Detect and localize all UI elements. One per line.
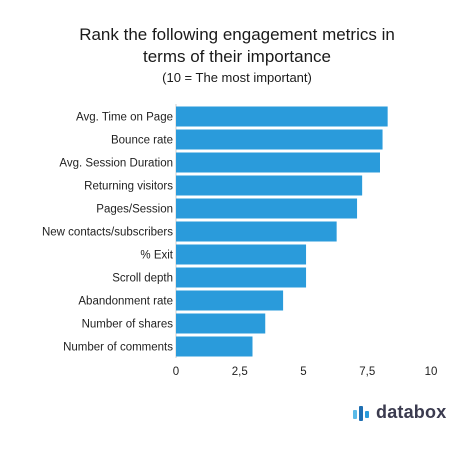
category-label: Avg. Time on Page	[76, 112, 173, 124]
x-tick-label: 10	[425, 366, 438, 378]
category-label: Number of comments	[63, 342, 173, 354]
bar	[176, 313, 266, 334]
databox-logo-icon	[353, 405, 369, 421]
bar	[176, 175, 363, 196]
bar	[176, 221, 337, 242]
chart-title-line-1: Rank the following engagement metrics in	[79, 25, 395, 44]
bar	[176, 336, 253, 357]
category-label: Bounce rate	[111, 135, 173, 147]
category-label: Abandonment rate	[78, 296, 173, 308]
category-label: New contacts/subscribers	[42, 227, 173, 239]
x-tick-label: 7,5	[359, 366, 375, 378]
bar	[176, 106, 388, 127]
category-label: Scroll depth	[112, 273, 173, 285]
bar	[176, 129, 383, 150]
chart-subtitle: (10 = The most important)	[162, 70, 312, 85]
x-tick-label: 5	[300, 366, 306, 378]
category-label: Pages/Session	[96, 204, 173, 216]
chart-title-block: Rank the following engagement metrics in…	[0, 24, 474, 87]
category-label: Avg. Session Duration	[59, 158, 173, 170]
bar	[176, 290, 284, 311]
bar	[176, 152, 380, 173]
category-label: Number of shares	[82, 319, 174, 331]
bar	[176, 244, 307, 265]
x-tick-label: 0	[173, 366, 179, 378]
category-label: % Exit	[140, 250, 173, 262]
x-tick-label: 2,5	[232, 366, 248, 378]
databox-logo-text: databox	[376, 402, 447, 422]
bar	[176, 198, 358, 219]
databox-logo: databox	[352, 402, 446, 423]
chart-title-line-2: terms of their importance	[142, 47, 331, 66]
bar	[176, 267, 307, 288]
category-label: Returning visitors	[84, 181, 173, 193]
